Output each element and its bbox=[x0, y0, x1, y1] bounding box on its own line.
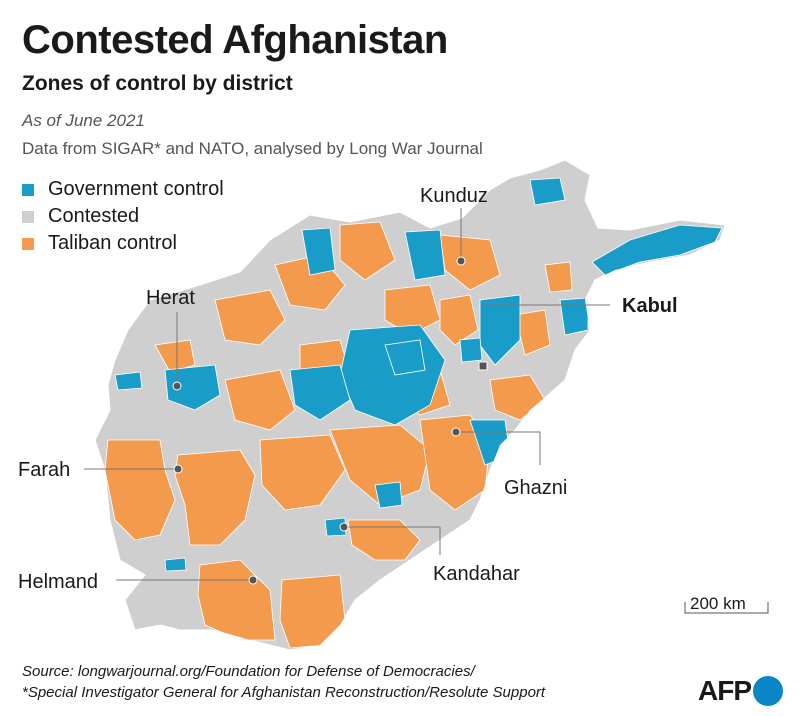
city-label-helmand: Helmand bbox=[18, 571, 98, 593]
city-label-kunduz: Kunduz bbox=[420, 185, 488, 207]
legend-label-contested: Contested bbox=[48, 205, 140, 227]
afp-logo-dot bbox=[753, 676, 783, 706]
legend-item-taliban: Taliban control bbox=[22, 230, 224, 257]
district-government bbox=[164, 364, 221, 411]
legend-swatch-taliban bbox=[22, 237, 34, 250]
legend-swatch-contested bbox=[22, 210, 34, 223]
source-line-1: Source: longwarjournal.org/Foundation fo… bbox=[22, 663, 475, 680]
legend-label-taliban: Taliban control bbox=[48, 232, 177, 254]
city-dot-kandahar bbox=[339, 522, 349, 532]
district-taliban bbox=[544, 261, 573, 293]
district-taliban bbox=[384, 284, 441, 336]
source-note: Source: longwarjournal.org/Foundation fo… bbox=[22, 661, 545, 703]
district-taliban bbox=[224, 369, 296, 431]
district-government bbox=[289, 364, 351, 421]
district-taliban bbox=[347, 519, 421, 561]
legend-item-government: Government control bbox=[22, 176, 224, 203]
legend: Government control Contested Taliban con… bbox=[22, 176, 224, 257]
district-taliban bbox=[439, 294, 479, 346]
data-credit: Data from SIGAR* and NATO, analysed by L… bbox=[22, 139, 483, 158]
district-taliban bbox=[154, 339, 196, 373]
district-taliban bbox=[329, 424, 431, 506]
city-label-ghazni: Ghazni bbox=[504, 477, 567, 499]
district-government bbox=[529, 177, 566, 206]
district-taliban bbox=[174, 449, 256, 546]
city-label-herat: Herat bbox=[146, 287, 195, 309]
district-government bbox=[559, 297, 589, 336]
city-markers bbox=[84, 208, 610, 581]
date-note: As of June 2021 bbox=[22, 111, 145, 130]
district-government bbox=[404, 229, 446, 281]
city-dot-kunduz bbox=[456, 256, 466, 266]
district-taliban bbox=[259, 434, 346, 511]
city-label-kabul: Kabul bbox=[622, 295, 678, 317]
scale-bar-line bbox=[684, 602, 769, 614]
city-dot-herat bbox=[172, 381, 182, 391]
city-label-kandahar: Kandahar bbox=[433, 563, 520, 585]
afp-logo: AFP bbox=[698, 675, 783, 707]
district-taliban bbox=[214, 289, 286, 346]
district-government bbox=[479, 294, 521, 366]
district-government bbox=[374, 481, 403, 509]
legend-swatch-government bbox=[22, 183, 34, 196]
district-taliban bbox=[279, 574, 346, 649]
districts bbox=[104, 177, 723, 649]
city-dot-ghazni bbox=[451, 427, 461, 437]
district-government bbox=[114, 371, 143, 391]
legend-item-contested: Contested bbox=[22, 203, 224, 230]
legend-label-government: Government control bbox=[48, 178, 224, 200]
scale-bar: 200 km bbox=[684, 594, 769, 614]
district-government bbox=[164, 557, 187, 572]
city-dot-farah bbox=[173, 464, 183, 474]
leader-line-kandahar bbox=[344, 526, 441, 555]
district-government bbox=[301, 227, 336, 276]
city-label-farah: Farah bbox=[18, 459, 70, 481]
source-line-2: *Special Investigator General for Afghan… bbox=[22, 684, 546, 701]
district-government bbox=[459, 337, 483, 363]
city-dot-helmand bbox=[248, 575, 258, 585]
scale-bar-label: 200 km bbox=[690, 594, 746, 613]
district-taliban bbox=[104, 439, 176, 541]
leader-line-ghazni bbox=[456, 431, 541, 465]
page-title: Contested Afghanistan bbox=[22, 18, 448, 62]
district-taliban bbox=[514, 309, 551, 356]
district-taliban bbox=[339, 221, 396, 281]
district-government bbox=[324, 517, 347, 537]
afp-logo-text: AFP bbox=[698, 675, 752, 706]
city-marker-kabul bbox=[478, 361, 488, 371]
district-government bbox=[384, 339, 426, 376]
page-subtitle: Zones of control by district bbox=[22, 72, 293, 95]
